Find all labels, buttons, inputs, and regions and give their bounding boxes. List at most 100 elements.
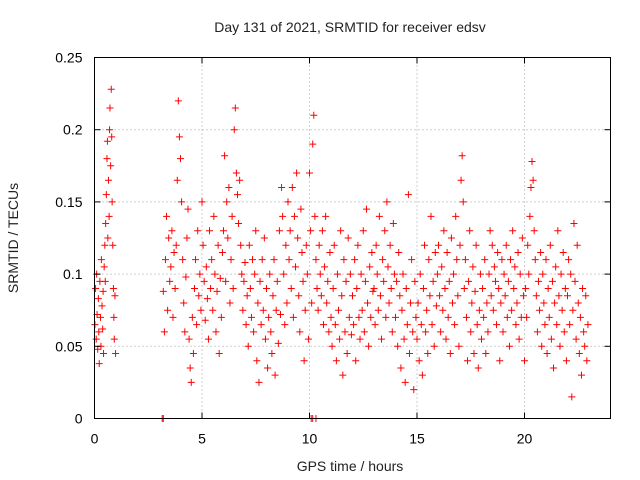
data-point <box>448 299 456 307</box>
data-point <box>182 273 190 281</box>
data-point <box>177 155 184 163</box>
data-point <box>276 311 284 319</box>
data-point <box>297 205 305 213</box>
data-point <box>498 256 506 264</box>
data-point <box>266 270 274 278</box>
data-point <box>455 342 463 350</box>
data-point <box>367 313 375 321</box>
data-point <box>373 270 381 278</box>
data-point <box>526 212 534 220</box>
data-point <box>369 287 377 295</box>
data-point <box>561 285 569 293</box>
data-point <box>405 350 413 358</box>
data-point <box>289 313 297 321</box>
data-point <box>165 234 173 242</box>
data-point <box>180 299 188 307</box>
data-point <box>339 371 347 379</box>
data-point <box>567 270 575 278</box>
data-point <box>483 299 491 307</box>
data-point <box>307 227 315 235</box>
data-point <box>166 277 174 285</box>
data-point <box>453 256 461 264</box>
data-point <box>447 234 455 242</box>
data-point <box>295 292 303 300</box>
data-point <box>102 220 110 228</box>
data-point <box>309 140 317 148</box>
data-point <box>109 241 117 249</box>
data-point <box>167 263 175 271</box>
data-point <box>457 176 465 184</box>
data-point <box>471 287 479 295</box>
data-point <box>495 285 503 293</box>
data-point <box>439 306 447 314</box>
data-point <box>536 306 544 314</box>
data-point <box>224 234 232 242</box>
data-point <box>555 292 563 300</box>
data-point <box>576 313 584 321</box>
data-point <box>103 137 111 145</box>
data-point <box>404 191 412 199</box>
data-point <box>507 256 515 264</box>
data-point <box>435 241 442 249</box>
data-point <box>259 306 267 314</box>
data-point <box>464 357 472 365</box>
data-point <box>559 248 567 256</box>
data-point <box>193 321 201 329</box>
data-point <box>433 270 441 278</box>
data-point <box>398 306 406 314</box>
data-point <box>544 285 552 293</box>
data-point <box>509 227 517 235</box>
data-point <box>496 357 504 365</box>
data-point <box>430 342 438 350</box>
data-point <box>188 313 196 321</box>
data-point <box>100 350 108 358</box>
data-point <box>491 277 499 285</box>
data-point <box>263 285 270 293</box>
data-point <box>482 350 490 358</box>
data-point <box>390 270 398 278</box>
data-point <box>250 328 258 336</box>
data-point <box>112 350 120 358</box>
data-point <box>292 263 300 271</box>
data-point <box>521 357 528 365</box>
data-point <box>323 299 331 307</box>
data-point <box>458 152 466 160</box>
data-point <box>446 350 454 358</box>
data-point <box>230 126 238 134</box>
data-point <box>400 335 408 343</box>
data-point <box>582 292 590 300</box>
data-point <box>432 302 440 310</box>
data-point <box>235 220 243 228</box>
data-point <box>101 277 109 285</box>
data-point <box>185 335 193 343</box>
data-point <box>382 313 390 321</box>
data-point <box>497 299 505 307</box>
data-point <box>202 263 210 271</box>
data-point <box>522 285 530 293</box>
data-point <box>409 328 417 336</box>
data-point <box>571 277 579 285</box>
data-point <box>212 328 220 336</box>
data-point <box>574 299 582 307</box>
data-point <box>503 313 511 321</box>
data-point <box>551 299 559 307</box>
data-point <box>454 292 462 300</box>
data-point <box>345 313 353 321</box>
data-point <box>417 321 425 329</box>
data-point <box>290 212 298 220</box>
data-point <box>102 191 110 199</box>
data-point <box>393 277 401 285</box>
data-point <box>108 198 116 206</box>
data-point <box>106 104 114 112</box>
data-point <box>298 248 306 256</box>
data-point <box>203 295 211 303</box>
data-point <box>159 287 167 295</box>
data-point <box>419 285 427 293</box>
data-point <box>557 270 565 278</box>
data-point <box>418 371 426 379</box>
data-point <box>201 316 209 324</box>
data-point <box>243 292 251 300</box>
data-point <box>311 212 319 220</box>
data-point <box>213 287 221 295</box>
data-point <box>317 292 325 300</box>
